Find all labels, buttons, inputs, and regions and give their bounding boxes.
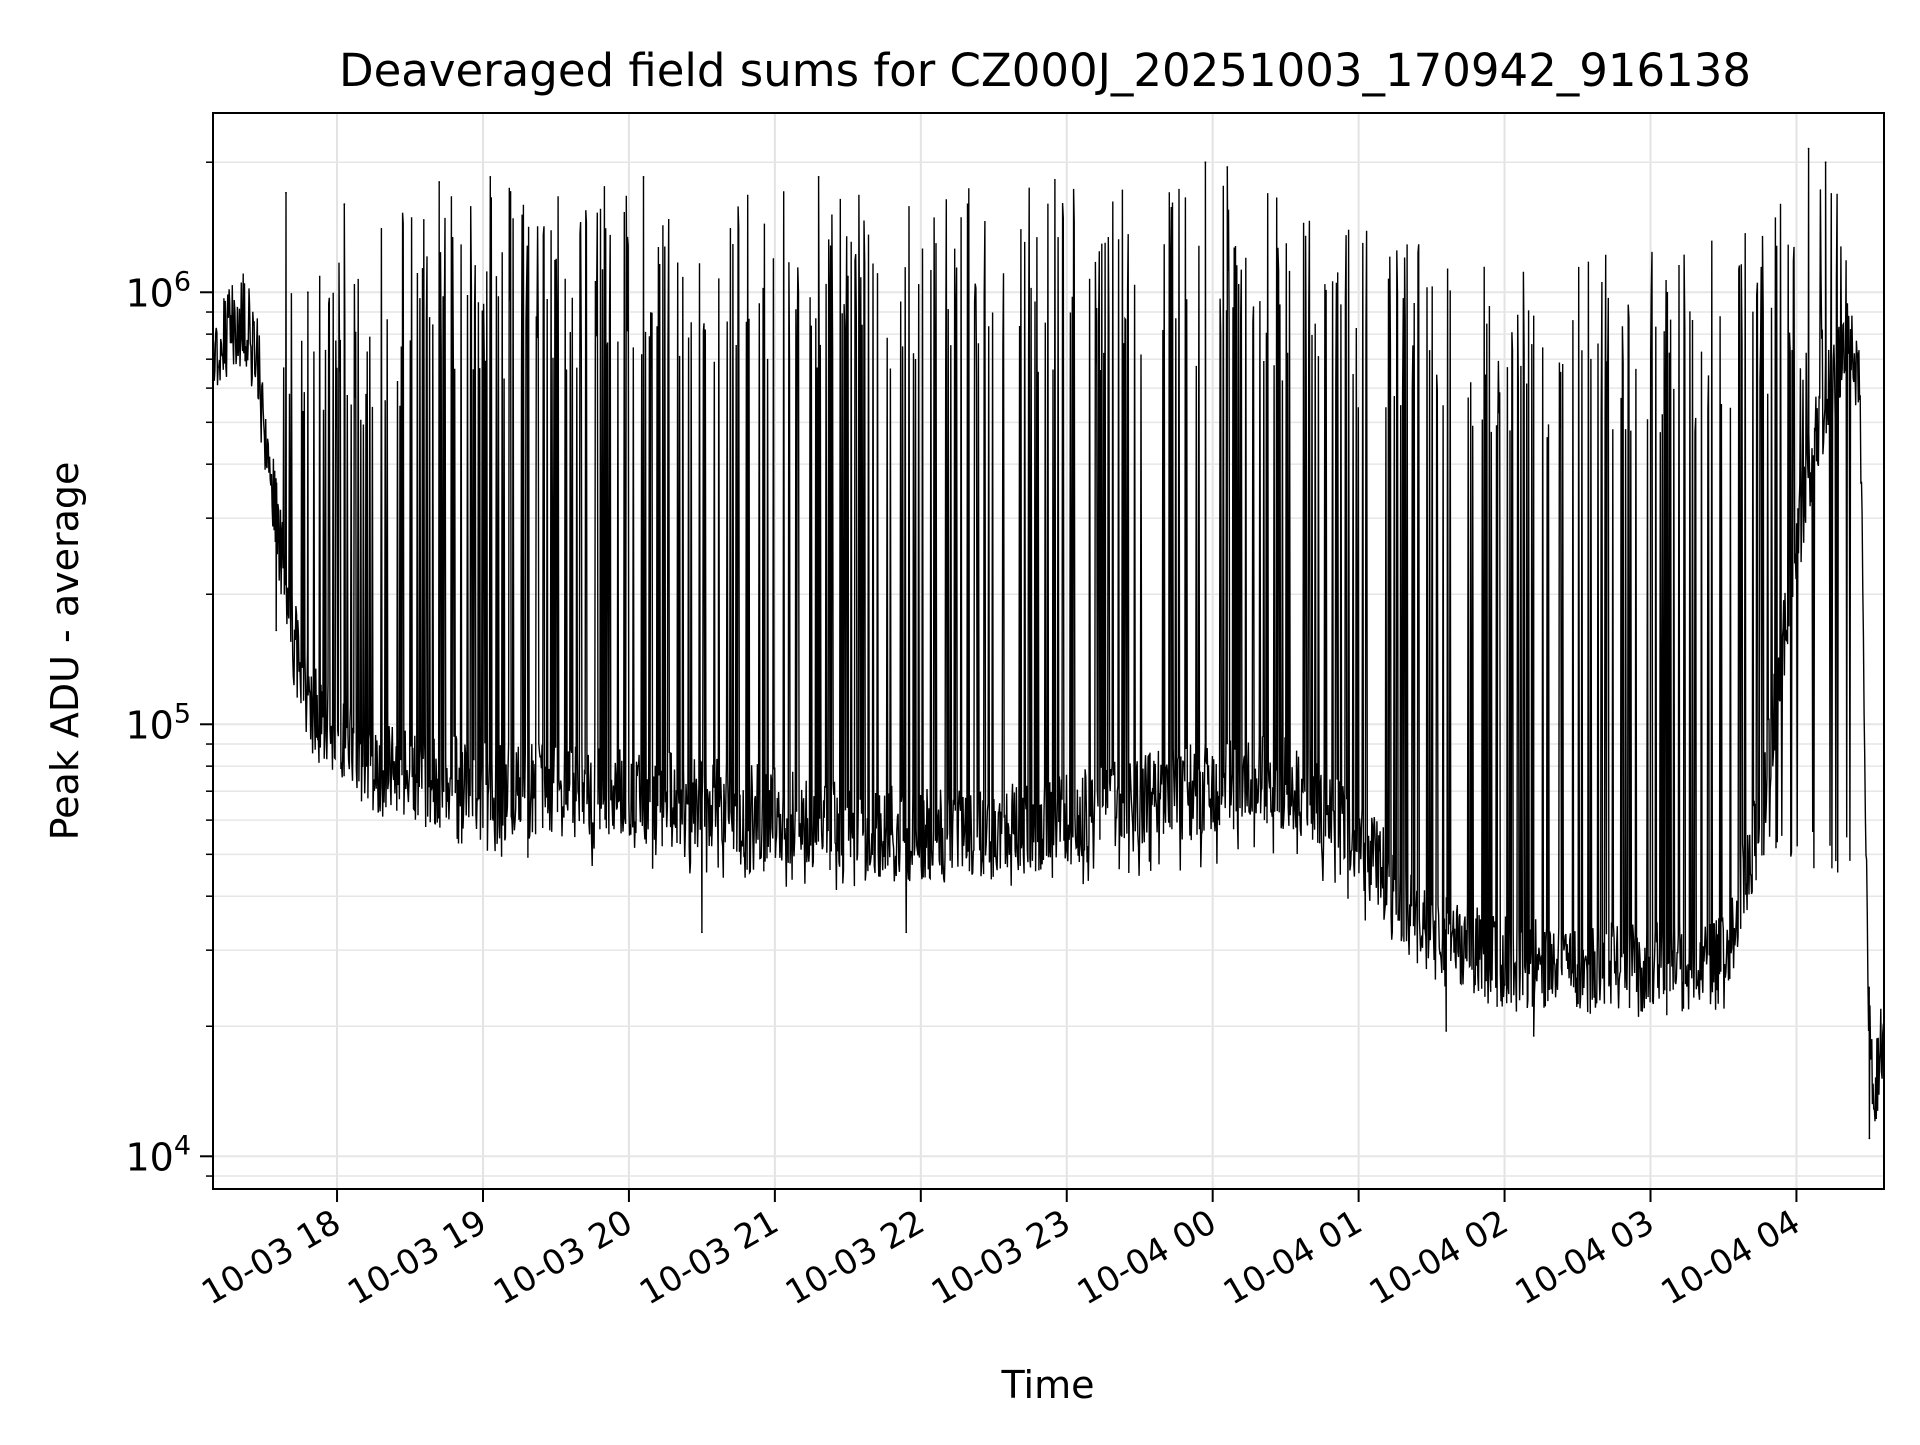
y-tick-exponent: 5 xyxy=(174,698,191,729)
extreme-point xyxy=(306,291,309,294)
y-tick-base: 10 xyxy=(125,271,173,315)
data-layer xyxy=(212,147,1885,1140)
y-tick-label: 105 xyxy=(125,698,191,747)
extreme-point xyxy=(642,175,645,178)
extreme-point xyxy=(1868,1137,1871,1140)
series-line xyxy=(212,148,1885,1139)
extreme-point xyxy=(905,931,908,934)
y-tick-exponent: 6 xyxy=(174,266,191,297)
extreme-point xyxy=(817,175,820,178)
y-axis-label: Peak ADU - average xyxy=(43,462,87,841)
extreme-point xyxy=(1824,161,1827,164)
x-axis-label: Time xyxy=(1001,1363,1095,1407)
extreme-point xyxy=(1445,1030,1448,1032)
y-tick-base: 10 xyxy=(125,703,173,747)
y-tick-label: 106 xyxy=(125,266,191,315)
extreme-point xyxy=(1226,166,1229,168)
extreme-point xyxy=(1807,147,1810,150)
extreme-point xyxy=(275,629,278,632)
chart-title: Deaveraged field sums for CZ000J_2025100… xyxy=(339,44,1751,97)
plot-frame xyxy=(212,112,1885,1190)
extreme-point xyxy=(489,175,492,178)
extreme-point xyxy=(700,931,703,934)
y-tick-exponent: 4 xyxy=(174,1130,191,1161)
extreme-point xyxy=(343,203,346,205)
extreme-point xyxy=(438,181,441,183)
extreme-point xyxy=(1204,161,1207,164)
y-tick-base: 10 xyxy=(125,1135,173,1179)
y-tick-label: 104 xyxy=(125,1130,191,1179)
extreme-point xyxy=(285,191,287,194)
extreme-point xyxy=(1532,1034,1535,1037)
